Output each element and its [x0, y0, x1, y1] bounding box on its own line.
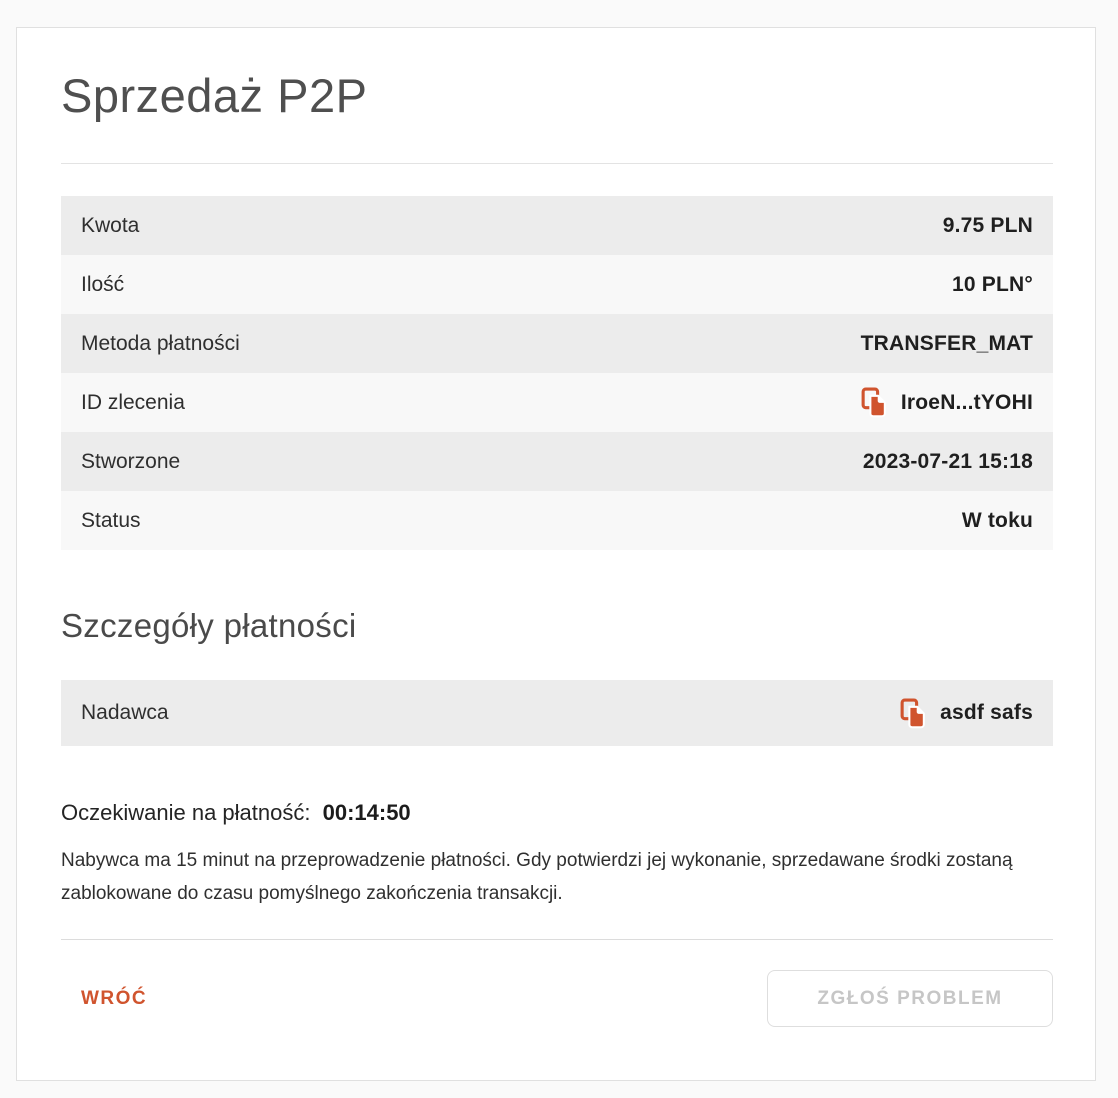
row-label: Status [81, 508, 141, 532]
row-label: Nadawca [81, 701, 169, 724]
row-label: Stworzone [81, 449, 181, 473]
status-value: W toku [961, 508, 1033, 532]
copy-order-id-button[interactable] [861, 387, 888, 418]
row-value: IroeN...tYOHI [861, 387, 1033, 418]
copy-sender-button[interactable] [900, 698, 927, 729]
row-value: 2023-07-21 15:18 [862, 449, 1033, 473]
row-value: TRANSFER_MAT [860, 331, 1033, 355]
order-details-table: Kwota 9.75 PLN Ilość 10 PLN° Metoda płat… [61, 196, 1053, 550]
countdown-label: Oczekiwanie na płatność: [61, 800, 311, 825]
actions-divider [61, 939, 1053, 940]
title-divider [61, 163, 1053, 164]
row-label: Metoda płatności [81, 331, 240, 355]
row-label: Kwota [81, 213, 140, 237]
table-row: Status W toku [61, 491, 1053, 550]
payment-details-table: Nadawca asdf safs [61, 680, 1053, 746]
row-value: 10 PLN° [952, 272, 1033, 296]
table-row: ID zlecenia IroeN...tYOHI [61, 373, 1053, 432]
back-button[interactable]: WRÓĆ [61, 978, 167, 1020]
page-title: Sprzedaż P2P [61, 69, 368, 122]
payment-details-heading: Szczegóły płatności [61, 607, 357, 644]
row-label: ID zlecenia [81, 390, 185, 414]
countdown-timer: 00:14:50 [322, 800, 411, 825]
payment-countdown: Oczekiwanie na płatność: 00:14:50 [61, 796, 1053, 830]
p2p-sale-card: Sprzedaż P2P Kwota 9.75 PLN Ilość 10 PLN… [16, 27, 1096, 1081]
row-label: Ilość [81, 272, 125, 296]
sender-value: asdf safs [940, 701, 1033, 724]
order-id-value: IroeN...tYOHI [900, 390, 1033, 414]
copy-icon [900, 698, 926, 728]
copy-icon [861, 387, 886, 418]
table-row: Stworzone 2023-07-21 15:18 [61, 432, 1053, 491]
table-row: Ilość 10 PLN° [61, 255, 1053, 314]
table-row: Metoda płatności TRANSFER_MAT [61, 314, 1053, 373]
row-value: 9.75 PLN [942, 213, 1033, 237]
countdown-description: Nabywca ma 15 minut na przeprowadzenie p… [61, 850, 1013, 904]
table-row: Kwota 9.75 PLN [61, 196, 1053, 255]
report-problem-button[interactable]: ZGŁOŚ PROBLEM [767, 970, 1053, 1027]
actions-bar: WRÓĆ ZGŁOŚ PROBLEM [61, 970, 1053, 1027]
row-value: asdf safs [900, 698, 1033, 729]
table-row: Nadawca asdf safs [61, 680, 1053, 746]
